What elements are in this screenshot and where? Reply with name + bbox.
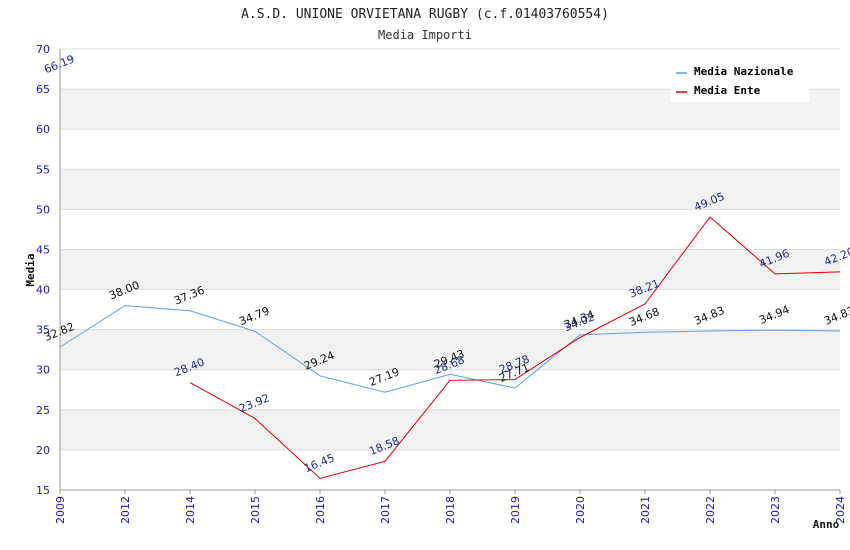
x-tick-label: 2020 bbox=[574, 496, 587, 524]
data-label-media-nazionale: 34.94 bbox=[757, 303, 791, 327]
gridlines bbox=[60, 48, 840, 491]
chart-subtitle: Media Importi bbox=[378, 28, 472, 42]
legend-label-media-nazionale: Media Nazionale bbox=[694, 65, 794, 78]
y-tick-label: 25 bbox=[36, 404, 50, 417]
y-tick-label: 30 bbox=[36, 364, 50, 377]
y-tick-label: 45 bbox=[36, 243, 50, 256]
y-tick-label: 50 bbox=[36, 203, 50, 216]
x-axis-label: Anno bbox=[813, 518, 840, 531]
chart-title: A.S.D. UNIONE ORVIETANA RUGBY (c.f.01403… bbox=[241, 7, 609, 22]
x-tick-label: 2009 bbox=[54, 496, 67, 524]
x-tick-label: 2019 bbox=[509, 496, 522, 524]
x-tick-label: 2018 bbox=[444, 496, 457, 524]
x-tick-label: 2024 bbox=[834, 496, 847, 524]
legend-box bbox=[670, 60, 810, 102]
x-tick-label: 2022 bbox=[704, 496, 717, 524]
plot-bands bbox=[60, 89, 840, 450]
plot-band bbox=[60, 409, 840, 450]
x-tick-label: 2016 bbox=[314, 496, 327, 524]
data-label-media-nazionale: 34.68 bbox=[627, 305, 661, 329]
x-tick-label: 2017 bbox=[379, 496, 392, 524]
x-tick-label: 2014 bbox=[184, 496, 197, 524]
x-tick-label: 2015 bbox=[249, 496, 262, 524]
plot-band bbox=[60, 249, 840, 290]
y-axis-label: Media bbox=[24, 253, 37, 286]
y-tick-label: 20 bbox=[36, 444, 50, 457]
legend-label-media-ente: Media Ente bbox=[694, 84, 761, 97]
y-tick-label: 35 bbox=[36, 324, 50, 337]
y-tick-label: 55 bbox=[36, 163, 50, 176]
data-label-media-ente: 66.19 bbox=[42, 52, 76, 76]
y-tick-label: 40 bbox=[36, 284, 50, 297]
y-tick-label: 60 bbox=[36, 123, 50, 136]
y-tick-label: 15 bbox=[36, 484, 50, 497]
y-tick-label: 65 bbox=[36, 83, 50, 96]
data-label-media-nazionale: 34.79 bbox=[237, 304, 271, 328]
x-axis-ticks: 2009 2012 2014 2015 2016 2017 2018 2019 2020 2021… bbox=[54, 490, 847, 524]
plot-band bbox=[60, 169, 840, 210]
y-tick-label: 70 bbox=[36, 43, 50, 56]
x-tick-label: 2021 bbox=[639, 496, 652, 524]
y-axis-ticks: 15 20 25 30 35 40 45 50 55 60 65 70 bbox=[36, 43, 50, 497]
data-label-media-nazionale: 34.83 bbox=[822, 304, 850, 328]
data-label-media-ente: 16.45 bbox=[302, 451, 336, 475]
data-label-media-nazionale: 34.83 bbox=[692, 304, 726, 328]
x-tick-label: 2023 bbox=[769, 496, 782, 524]
x-tick-label: 2012 bbox=[119, 496, 132, 524]
legend: Media Nazionale Media Ente bbox=[670, 60, 810, 102]
series-layer bbox=[59, 79, 841, 479]
plot-band bbox=[60, 329, 840, 370]
